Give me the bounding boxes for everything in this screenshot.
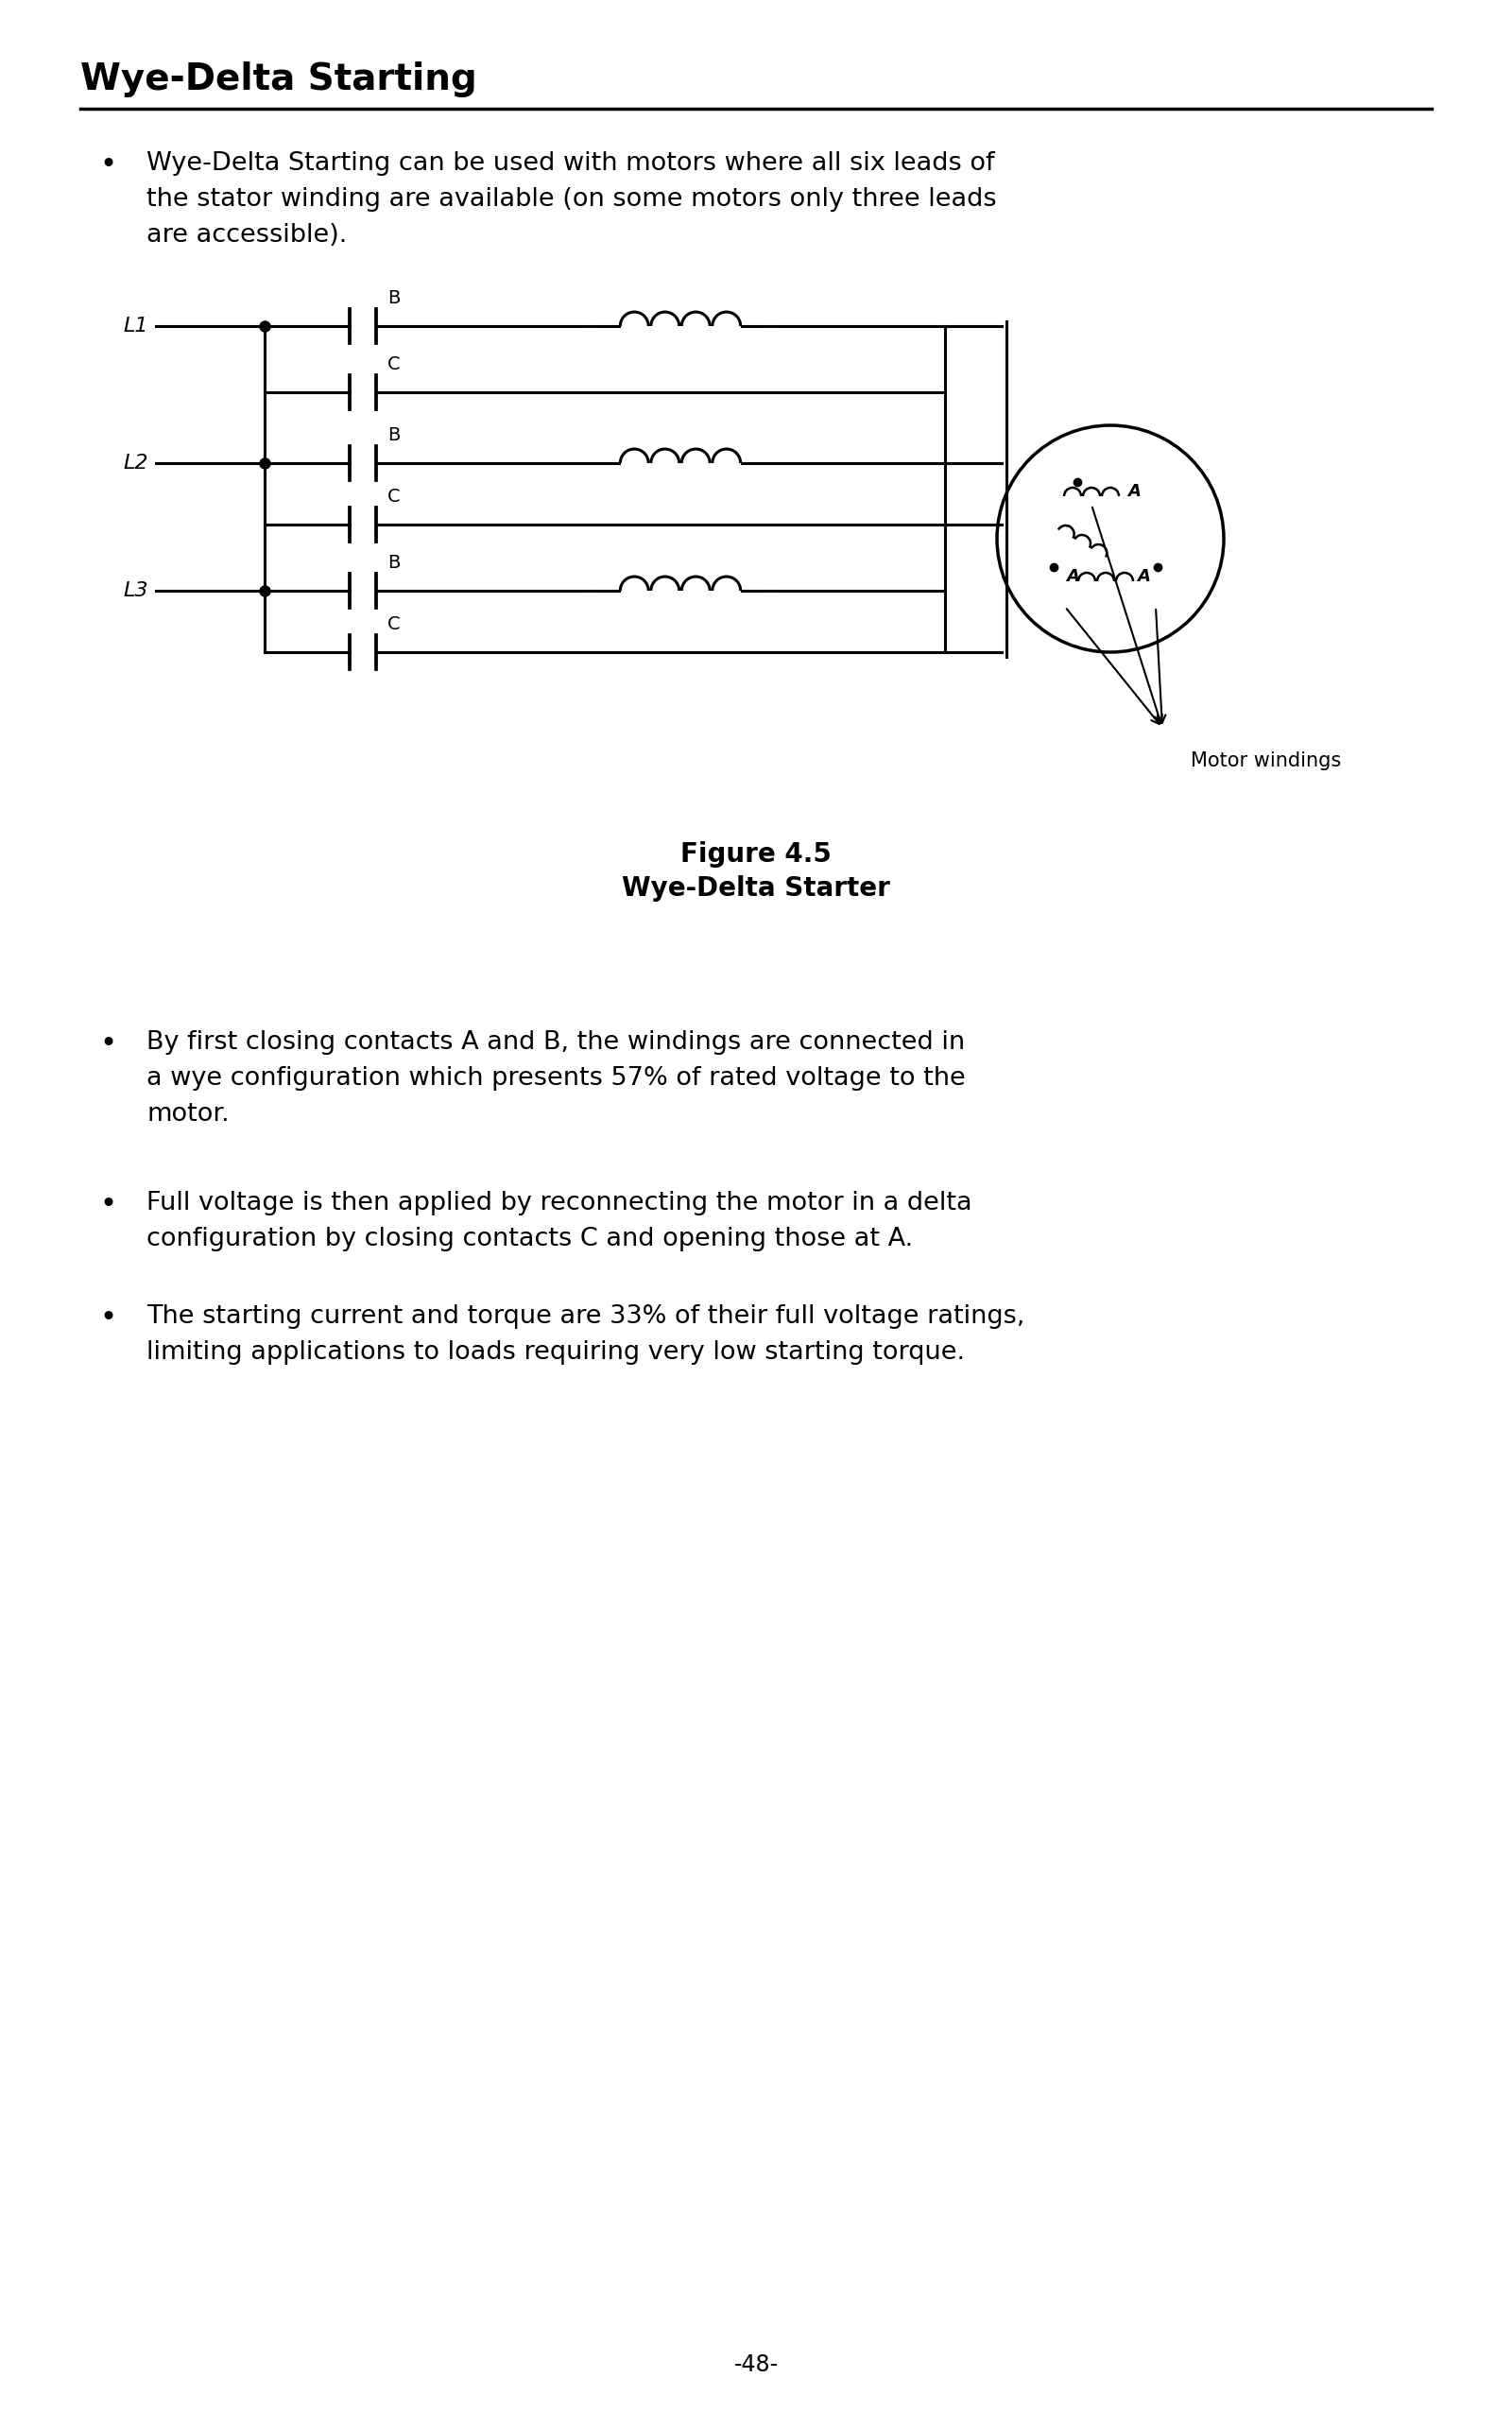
Text: The starting current and torque are 33% of their full voltage ratings,: The starting current and torque are 33% … [147, 1305, 1025, 1329]
Text: Wye-Delta Starter: Wye-Delta Starter [621, 876, 891, 902]
Text: the stator winding are available (on some motors only three leads: the stator winding are available (on som… [147, 188, 996, 212]
Text: motor.: motor. [147, 1102, 230, 1126]
Text: Figure 4.5: Figure 4.5 [680, 842, 832, 868]
Text: Full voltage is then applied by reconnecting the motor in a delta: Full voltage is then applied by reconnec… [147, 1192, 972, 1216]
Text: •: • [100, 1030, 116, 1056]
Text: are accessible).: are accessible). [147, 222, 348, 248]
Text: Wye-Delta Starting can be used with motors where all six leads of: Wye-Delta Starting can be used with moto… [147, 152, 995, 176]
Text: •: • [100, 152, 116, 178]
Text: Wye-Delta Starting: Wye-Delta Starting [80, 60, 476, 96]
Text: configuration by closing contacts C and opening those at A.: configuration by closing contacts C and … [147, 1228, 913, 1252]
Text: A: A [1128, 482, 1140, 499]
Text: •: • [100, 1305, 116, 1331]
Text: L1: L1 [122, 316, 148, 335]
Text: A: A [1137, 569, 1151, 586]
Text: L2: L2 [122, 453, 148, 473]
Text: B: B [387, 289, 401, 306]
Text: limiting applications to loads requiring very low starting torque.: limiting applications to loads requiring… [147, 1341, 965, 1365]
Text: L3: L3 [122, 581, 148, 601]
Text: •: • [100, 1192, 116, 1218]
Text: a wye configuration which presents 57% of rated voltage to the: a wye configuration which presents 57% o… [147, 1066, 966, 1090]
Text: B: B [387, 427, 401, 444]
Text: Motor windings: Motor windings [1191, 753, 1341, 769]
Text: A: A [1066, 569, 1080, 586]
Text: C: C [387, 487, 401, 507]
Text: -48-: -48- [733, 2354, 779, 2376]
Text: B: B [387, 555, 401, 572]
Text: C: C [387, 355, 401, 374]
Text: C: C [387, 615, 401, 634]
Text: By first closing contacts A and B, the windings are connected in: By first closing contacts A and B, the w… [147, 1030, 965, 1054]
